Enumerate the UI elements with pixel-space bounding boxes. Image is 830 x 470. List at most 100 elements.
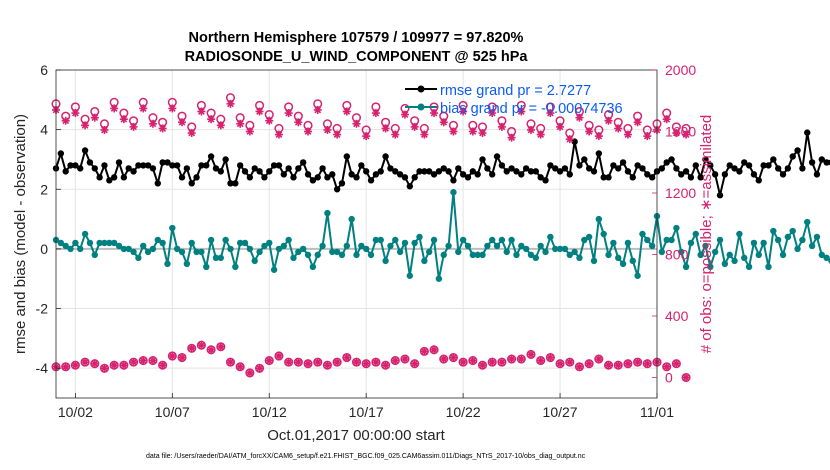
rmse-point [382,153,389,160]
bias-point [285,236,292,244]
rmse-point [62,168,69,175]
rmse-point [508,165,515,172]
rmse-point [135,162,142,169]
rmse-point [755,177,762,184]
bias-point [188,239,195,247]
asterisk-marker [168,104,177,113]
rmse-point [784,165,792,172]
bias-point [236,239,244,247]
bias-point [556,245,564,253]
bias-point [96,239,103,247]
rmse-point [164,159,171,166]
rmse-point [280,171,287,178]
bias-point [401,239,409,247]
rmse-point [498,162,506,169]
asterisk-marker [284,358,293,367]
asterisk-marker [352,119,361,128]
asterisk-marker [71,109,80,118]
rmse-point [362,168,370,175]
rmse-point [450,177,457,184]
rmse-point [91,165,98,172]
asterisk-marker [594,132,603,141]
bias-point [459,236,467,244]
rmse-point [615,165,622,172]
asterisk-marker [362,132,371,141]
bias-point [367,251,375,259]
bias-point [91,251,98,259]
bias-point [207,236,215,244]
bias-point [484,242,491,250]
rmse-point [353,174,360,181]
y-tick-label-right: 1200 [665,185,696,201]
rmse-point [188,180,195,187]
asterisk-marker [536,130,545,139]
rmse-point [770,156,777,163]
bias-point [314,251,321,259]
bias-point [241,239,249,247]
rmse-point [120,174,128,181]
asterisk-marker [391,130,400,139]
bias-point [711,248,719,256]
bias-point [387,242,394,250]
rmse-point [760,162,767,169]
series-layer [51,93,830,383]
rmse-point [585,165,593,172]
bias-point [474,251,481,259]
y-tick-label-left: 6 [40,62,48,78]
rmse-point [333,186,341,193]
y-tick-label-left: -4 [36,360,49,376]
bias-point [232,263,239,270]
rmse-point [547,162,554,169]
rmse-point [309,177,317,184]
rmse-point [484,165,491,172]
asterisk-marker [459,358,468,367]
rmse-point [624,168,632,175]
rmse-point [396,171,404,178]
bias-point [198,248,205,256]
bias-point [736,230,743,238]
rmse-point [406,183,414,190]
rmse-point [813,171,821,178]
asterisk-marker [546,353,555,362]
rmse-point [411,174,418,181]
rmse-point [377,168,384,175]
rmse-point [726,162,733,169]
rmse-point [227,180,234,187]
x-tick-label: 10/17 [349,404,384,420]
bias-point [673,224,680,232]
rmse-point [203,162,210,169]
x-tick-label: 10/02 [58,404,93,420]
bias-point [130,248,137,256]
rmse-point [110,174,118,181]
asterisk-marker [565,135,574,144]
asterisk-marker [158,361,167,370]
bias-point [251,257,258,265]
asterisk-marker [585,359,594,368]
chart-subtitle: RADIOSONDE_U_WIND_COMPONENT @ 525 hPa [185,49,529,65]
rmse-point [198,162,205,169]
asterisk-marker [604,361,613,370]
rmse-point [479,156,486,163]
bias-point [440,251,447,259]
bias-point [600,230,607,238]
asterisk-marker [274,130,283,139]
bias-point [212,254,220,262]
asterisk-marker [381,124,390,133]
bias-point [552,245,559,253]
bias-point [663,236,670,244]
bias-point [348,215,355,223]
bias-point [498,236,506,244]
asterisk-marker [546,109,555,118]
y-tick-label-right: 800 [665,247,689,263]
bias-point [144,248,152,256]
rmse-point [159,159,166,166]
bias-point [741,254,748,262]
asterisk-marker [682,373,691,382]
rmse-point [455,165,462,172]
bias-point [396,248,404,256]
bias-point [246,245,254,253]
bias-point [770,227,777,235]
bias-point [304,251,312,259]
bias-point [270,266,278,273]
rmse-point [522,165,530,172]
